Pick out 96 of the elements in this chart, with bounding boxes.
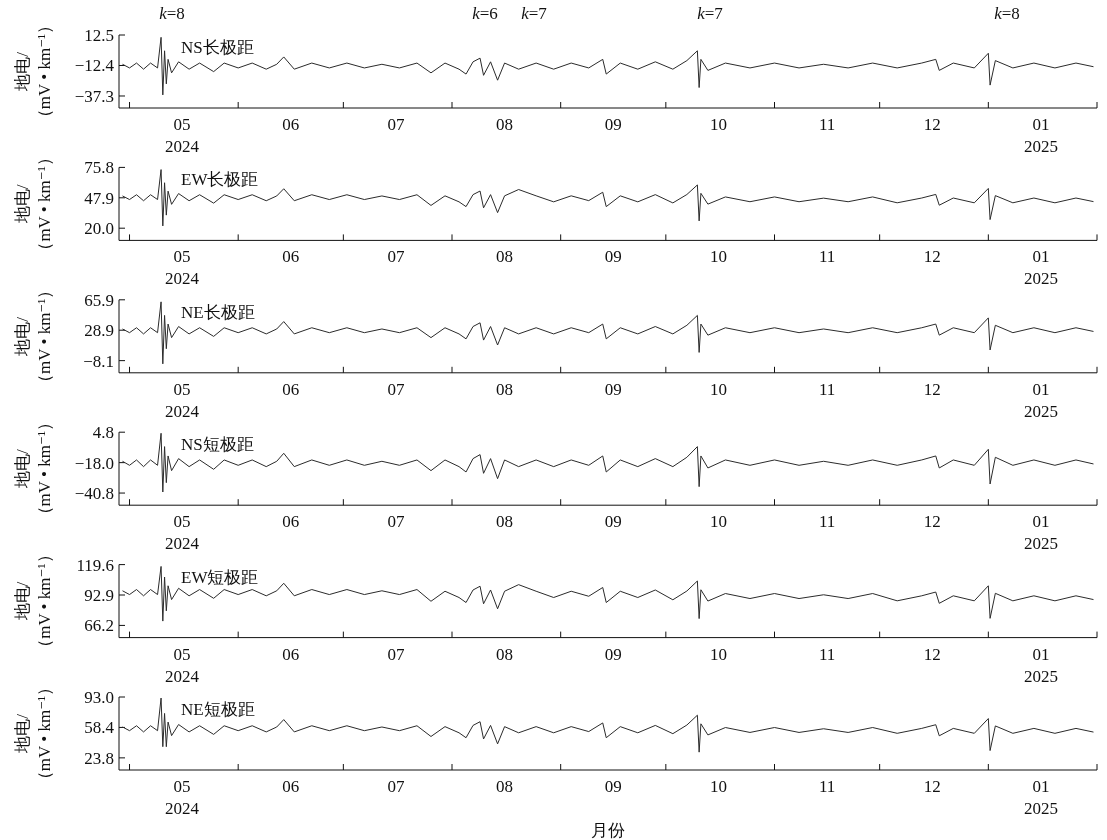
x-tick-label: 11 (818, 247, 836, 267)
text: k=7 (697, 4, 724, 23)
y-axis-title: 地电/（mV • km⁻¹） (12, 546, 54, 656)
line-series (122, 697, 1094, 753)
x-tick-label: 08 (496, 379, 514, 399)
x-tick-label: 07 (387, 777, 405, 796)
line-series (122, 301, 1094, 365)
y-axis-title: 地电/（mV • km⁻¹） (12, 413, 54, 524)
x-tick-label: 07 (387, 115, 405, 134)
y-tick-label: −8.1 (83, 351, 114, 371)
y-tick-label: 12.5 (84, 25, 114, 45)
x-tick-label: 08 (496, 644, 514, 664)
series-label: NE短极距 (181, 700, 255, 719)
line-series (122, 432, 1094, 493)
x-tick-label: 09 (604, 777, 622, 796)
series-label: NE长极距 (181, 302, 255, 322)
x-tick-label: 12 (923, 777, 941, 796)
x-tick-label: 06 (282, 512, 300, 532)
y-tick-label: 23.8 (84, 748, 114, 768)
x-tick-label: 09 (604, 644, 622, 664)
x-tick-label: 12 (923, 247, 941, 267)
text: k=8 (994, 4, 1020, 23)
x-tick-label: 01 2025 (1023, 115, 1058, 156)
x-tick-label: 10 (709, 379, 727, 399)
y-tick-label: 65.9 (84, 290, 114, 310)
y-tick-label: 47.9 (84, 188, 114, 208)
x-tick-label: 05 2024 (165, 379, 200, 421)
x-tick-label: 07 (387, 247, 405, 267)
x-tick-label: 01 2025 (1023, 379, 1058, 421)
x-tick-label: 09 (604, 379, 622, 399)
y-axis-title: 地电/（mV • km⁻¹） (12, 16, 54, 127)
text: k=8 (159, 4, 185, 23)
x-tick-label: 11 (818, 777, 836, 796)
x-tick-label: 12 (923, 379, 941, 399)
x-tick-label: 06 (282, 115, 300, 134)
x-tick-label: 06 (282, 247, 300, 267)
x-tick-label: 05 2024 (165, 247, 200, 289)
x-tick-label: 12 (923, 644, 941, 664)
x-tick-label: 10 (709, 512, 727, 532)
y-tick-label: 66.2 (84, 616, 114, 636)
y-tick-label: −37.3 (74, 86, 114, 106)
x-tick-label: 11 (818, 115, 836, 134)
y-tick-label: 119.6 (76, 555, 114, 575)
line-series (122, 36, 1094, 96)
x-tick-label: 10 (709, 115, 727, 134)
y-axis-title: 地电/（mV • km⁻¹） (12, 149, 54, 259)
series-label: EW长极距 (181, 170, 259, 190)
x-tick-label: 01 2025 (1023, 644, 1058, 686)
x-tick-label: 10 (709, 644, 727, 664)
x-tick-label: 05 2024 (165, 777, 200, 818)
y-tick-label: 20.0 (84, 219, 114, 239)
x-axis-title: 月份 (591, 821, 625, 840)
x-tick-label: 10 (709, 247, 727, 267)
x-tick-label: 06 (282, 644, 300, 664)
y-tick-label: 75.8 (84, 158, 114, 178)
x-tick-label: 08 (496, 247, 514, 267)
x-tick-label: 09 (604, 512, 622, 532)
y-axis-title: 地电/（mV • km⁻¹） (12, 281, 54, 392)
x-tick-label: 10 (709, 777, 727, 796)
y-tick-label: 93.0 (84, 687, 114, 707)
x-tick-label: 11 (818, 512, 836, 532)
text: k=6 (472, 4, 498, 23)
y-axis-title: 地电/（mV • km⁻¹） (12, 678, 54, 789)
line-series (122, 169, 1094, 227)
x-tick-label: 06 (282, 379, 300, 399)
series-label: NS短极距 (181, 435, 254, 455)
series-label: EW短极距 (181, 567, 259, 587)
x-tick-label: 09 (604, 247, 622, 267)
x-tick-label: 07 (387, 379, 405, 399)
x-tick-label: 07 (387, 512, 405, 532)
series-label: NS长极距 (181, 38, 254, 57)
y-tick-label: −18.0 (74, 453, 114, 473)
x-tick-label: 08 (496, 115, 514, 134)
x-tick-label: 12 (923, 512, 941, 532)
x-tick-label: 11 (818, 379, 836, 399)
x-tick-label: 09 (604, 115, 622, 134)
y-tick-label: 28.9 (84, 321, 114, 341)
x-tick-label: 01 2025 (1023, 247, 1058, 289)
x-tick-label: 05 2024 (165, 512, 200, 554)
y-tick-label: −40.8 (74, 484, 114, 504)
x-tick-label: 08 (496, 777, 514, 796)
x-tick-label: 01 2025 (1023, 512, 1058, 554)
x-tick-label: 08 (496, 512, 514, 532)
x-tick-label: 06 (282, 777, 300, 796)
y-tick-label: 58.4 (84, 718, 115, 738)
line-series (122, 565, 1094, 622)
x-tick-label: 05 2024 (165, 644, 200, 686)
x-tick-label: 12 (923, 115, 941, 134)
y-tick-label: 92.9 (84, 585, 114, 605)
y-tick-label: 4.8 (92, 423, 114, 443)
text: k=7 (521, 4, 548, 23)
x-tick-label: 07 (387, 644, 405, 664)
x-tick-label: 05 2024 (165, 115, 200, 156)
x-tick-label: 11 (818, 644, 836, 664)
x-tick-label: 01 2025 (1023, 777, 1058, 818)
y-tick-label: −12.4 (74, 56, 115, 76)
